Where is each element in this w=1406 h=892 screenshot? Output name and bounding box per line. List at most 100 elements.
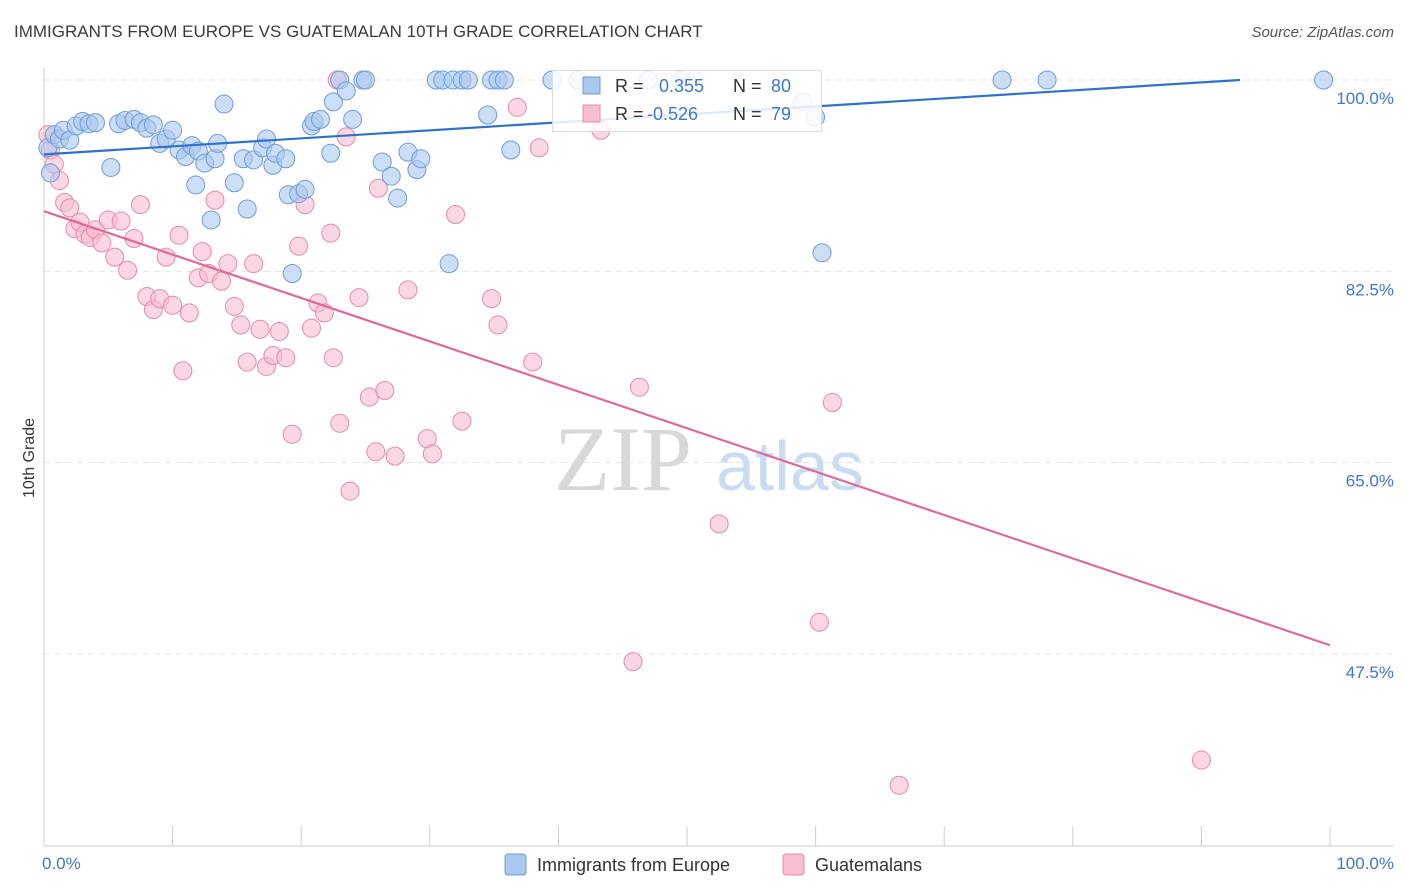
- guatemalan-point-57: [375, 381, 395, 401]
- europe-point-64: [458, 70, 478, 90]
- y-tick-label-2: 82.5%: [1346, 280, 1394, 299]
- x-tick-label-max: 100.0%: [1336, 854, 1394, 873]
- axes: [43, 68, 1394, 847]
- legend-r-label-pink: R =: [615, 104, 644, 124]
- europe-point-58: [411, 149, 431, 169]
- grid-lines: [44, 79, 1394, 655]
- guatemalan-point-44: [301, 318, 321, 338]
- legend-label-immigrants-from-europe: Immigrants from Europe: [537, 855, 730, 875]
- series-guatemalans: [38, 70, 1211, 795]
- guatemalan-point-55: [366, 442, 386, 462]
- series-legend: Immigrants from Europe Guatemalans: [0, 850, 1406, 880]
- europe-point-45: [310, 109, 330, 129]
- guatemalan-point-11: [92, 233, 112, 253]
- guatemalan-point-76: [1191, 750, 1211, 770]
- guatemalan-point-40: [276, 348, 296, 368]
- legend-n-value-blue: 80: [771, 76, 791, 96]
- guatemalan-point-65: [488, 315, 508, 335]
- source-label: Source: ZipAtlas.com: [1251, 24, 1394, 41]
- guatemalan-point-24: [173, 361, 193, 381]
- legend-swatch-pink: [582, 104, 601, 123]
- guatemalan-point-68: [529, 138, 549, 158]
- europe-point-69: [501, 140, 521, 160]
- watermark-zip: ZIP: [554, 408, 692, 510]
- europe-point-16: [143, 115, 163, 135]
- europe-point-19: [163, 120, 183, 140]
- legend-r-value-pink: -0.526: [647, 104, 698, 124]
- europe-point-65: [478, 105, 498, 125]
- guatemalan-point-32: [224, 296, 244, 316]
- europe-point-32: [237, 199, 257, 219]
- europe-point-53: [372, 152, 392, 172]
- guatemalan-point-23: [169, 225, 189, 245]
- guatemalan-point-39: [269, 321, 289, 341]
- guatemalan-point-41: [282, 424, 302, 444]
- guatemalan-point-50: [330, 413, 350, 433]
- legend-n-label-pink: N =: [733, 104, 762, 124]
- europe-point-77: [992, 70, 1012, 90]
- europe-point-29: [214, 94, 234, 114]
- guatemalan-point-14: [111, 211, 131, 231]
- guatemalan-point-31: [218, 254, 238, 274]
- legend-r-label-blue: R =: [615, 76, 644, 96]
- guatemalan-point-25: [179, 303, 199, 323]
- europe-point-55: [388, 188, 408, 208]
- guatemalan-point-15: [118, 260, 138, 280]
- guatemalan-point-36: [250, 319, 270, 339]
- guatemalan-point-67: [523, 352, 543, 372]
- x-tick-labels: 0.0% 100.0%: [42, 854, 1394, 873]
- guatemalan-point-21: [156, 247, 176, 267]
- guatemalan-point-70: [623, 652, 643, 672]
- guatemalan-point-30: [211, 271, 231, 291]
- guatemalan-point-66: [507, 97, 527, 117]
- y-tick-label-0: 47.5%: [1346, 663, 1394, 682]
- y-tick-label-3: 100.0%: [1336, 89, 1394, 108]
- europe-point-38: [276, 149, 296, 169]
- guatemalan-point-75: [889, 775, 909, 795]
- guatemalan-point-35: [244, 254, 264, 274]
- legend-label-guatemalans: Guatemalans: [815, 855, 922, 875]
- europe-point-52: [356, 70, 375, 90]
- legend-swatch-guatemalans: [782, 853, 805, 876]
- europe-point-23: [186, 175, 206, 195]
- europe-point-68: [494, 70, 514, 90]
- correlation-legend: R = 0.355 N = 80 R = -0.526 N = 79: [552, 70, 822, 132]
- guatemalan-point-29: [205, 190, 225, 210]
- guatemalan-point-73: [809, 612, 829, 632]
- guatemalan-point-56: [368, 178, 388, 198]
- guatemalan-point-42: [289, 236, 309, 256]
- europe-point-10: [101, 157, 121, 177]
- europe-point-9: [85, 113, 105, 133]
- guatemalan-point-52: [340, 481, 360, 501]
- guatemalan-point-53: [349, 288, 369, 308]
- guatemalan-point-5: [60, 198, 80, 218]
- europe-point-30: [224, 173, 244, 193]
- legend-swatch-blue: [582, 76, 601, 95]
- series-immigrants-from-europe: [38, 70, 1334, 284]
- europe-point-54: [381, 166, 401, 186]
- europe-point-26: [201, 210, 221, 230]
- europe-point-1: [40, 163, 60, 183]
- guatemalan-point-48: [323, 348, 343, 368]
- legend-n-label-blue: N =: [733, 76, 762, 96]
- europe-point-50: [343, 109, 363, 129]
- europe-point-76: [812, 243, 832, 263]
- watermark-atlas: atlas: [716, 427, 864, 505]
- guatemalan-point-59: [398, 280, 418, 300]
- watermark: ZIP atlas: [554, 408, 864, 510]
- correlation-legend-graphic: R = 0.355 N = 80 R = -0.526 N = 79: [582, 76, 791, 124]
- legend-swatch-immigrants-from-europe: [504, 853, 527, 876]
- europe-point-61: [439, 254, 459, 274]
- y-tick-label-1: 65.0%: [1346, 472, 1394, 491]
- europe-point-49: [336, 81, 356, 101]
- europe-point-46: [321, 143, 341, 163]
- guatemalan-point-34: [237, 352, 257, 372]
- europe-point-42: [295, 179, 315, 199]
- europe-point-78: [1037, 70, 1057, 90]
- guatemalan-trend-line: [43, 210, 1331, 647]
- legend-r-value-blue: 0.355: [659, 76, 704, 96]
- guatemalan-point-47: [321, 223, 341, 243]
- y-tick-labels: 47.5% 65.0% 82.5% 100.0%: [1336, 89, 1394, 682]
- chart-title: IMMIGRANTS FROM EUROPE VS GUATEMALAN 10T…: [14, 22, 703, 41]
